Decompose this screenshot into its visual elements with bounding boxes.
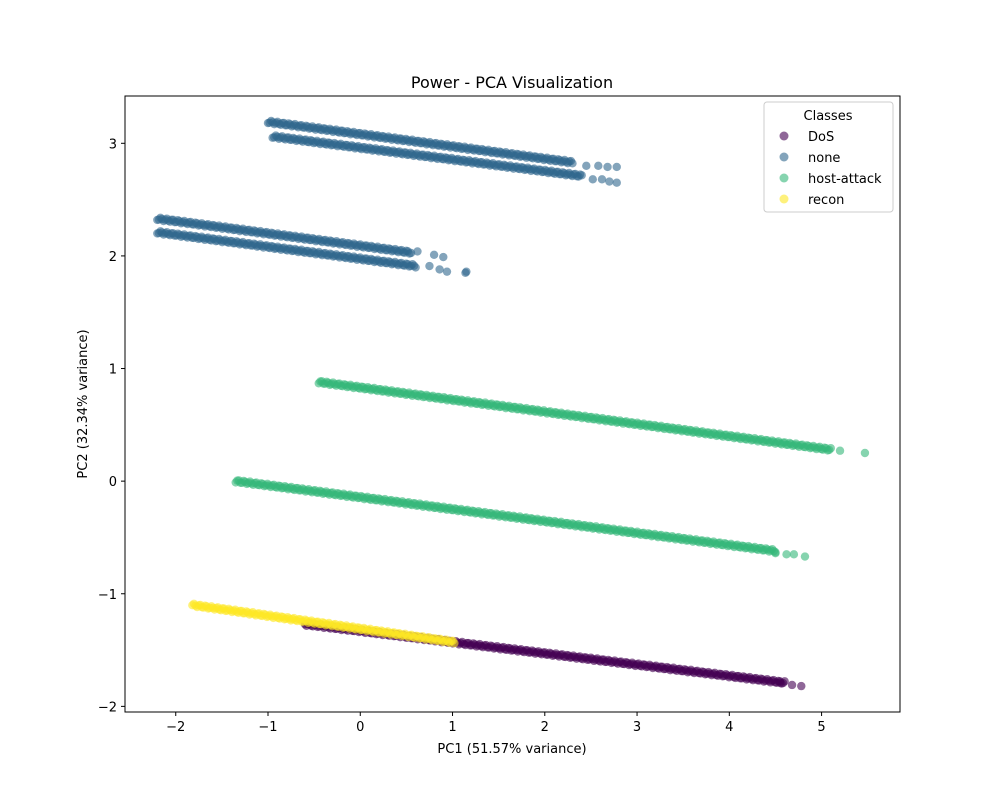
x-tick-label: 3	[633, 720, 641, 735]
data-point	[413, 247, 422, 256]
data-point	[782, 550, 791, 559]
y-tick-label: −1	[98, 588, 117, 603]
data-point	[577, 171, 586, 180]
y-tick-label: −2	[98, 700, 117, 715]
y-tick-label: 0	[109, 475, 117, 490]
legend-box	[763, 101, 894, 213]
y-tick-label: 3	[109, 137, 117, 152]
data-point	[442, 267, 452, 276]
data-point	[588, 175, 597, 184]
legend: Classes DoS none host-attack recon	[763, 101, 894, 213]
data-point	[411, 263, 420, 272]
series-recon-group	[188, 599, 459, 648]
data-point	[429, 250, 439, 259]
chart-title: Power - PCA Visualization	[411, 73, 613, 92]
data-point	[800, 552, 810, 561]
data-point	[789, 550, 799, 559]
data-point	[461, 268, 470, 277]
plot-area-frame	[124, 95, 901, 713]
data-point	[425, 261, 434, 271]
data-point	[826, 444, 835, 453]
y-tick-label: 2	[109, 250, 117, 265]
data-point	[406, 248, 416, 258]
data-point	[775, 678, 785, 687]
data-point	[612, 162, 621, 172]
data-point	[797, 681, 806, 691]
data-point	[450, 638, 459, 648]
x-axis: −2 −1 0 1 2 3 4 5	[166, 712, 826, 735]
legend-label: host-attack	[808, 172, 882, 187]
data-point	[603, 162, 612, 172]
legend-marker	[779, 152, 789, 162]
data-point	[568, 159, 577, 168]
series-none-group	[153, 116, 621, 277]
data-point	[435, 265, 444, 274]
legend-marker	[779, 173, 789, 183]
x-tick-label: 2	[541, 720, 549, 735]
data-point	[597, 175, 607, 184]
legend-label: none	[808, 151, 840, 166]
data-point	[612, 178, 621, 187]
data-point	[835, 446, 845, 455]
legend-label: DoS	[808, 130, 834, 145]
legend-marker	[779, 131, 789, 141]
legend-label: recon	[808, 193, 844, 208]
data-point	[787, 680, 797, 690]
x-tick-label: 4	[725, 720, 733, 735]
data-point	[860, 448, 870, 458]
y-tick-label: 1	[109, 363, 117, 378]
x-tick-label: −1	[258, 720, 277, 735]
data-point	[605, 177, 614, 186]
legend-title: Classes	[804, 109, 853, 124]
points-layer	[153, 116, 870, 691]
x-axis-label: PC1 (51.57% variance)	[437, 742, 586, 757]
data-point	[439, 252, 448, 262]
data-point	[582, 161, 591, 171]
legend-entries: DoS none host-attack recon	[779, 130, 882, 208]
data-point	[771, 549, 780, 558]
x-tick-label: 1	[448, 720, 456, 735]
x-tick-label: 0	[356, 720, 364, 735]
x-tick-label: 5	[817, 720, 825, 735]
series-host-attack-group	[231, 377, 870, 561]
legend-marker	[779, 194, 789, 204]
y-axis: −2 −1 0 1 2 3	[98, 137, 125, 715]
data-point	[594, 161, 603, 171]
x-tick-label: −2	[166, 720, 185, 735]
y-axis-label: PC2 (32.34% variance)	[76, 329, 91, 478]
